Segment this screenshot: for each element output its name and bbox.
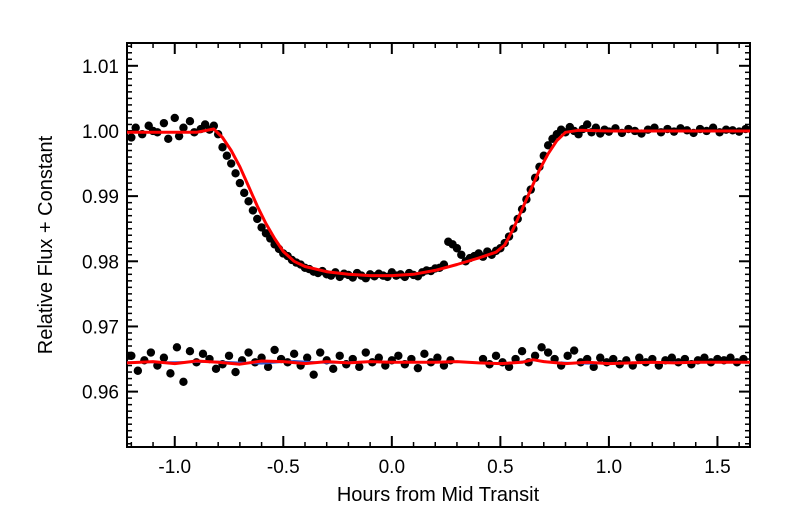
- data-point: [226, 159, 236, 168]
- data-point: [589, 362, 598, 372]
- data-point: [543, 141, 553, 150]
- data-point: [452, 244, 462, 253]
- data-point: [222, 151, 232, 160]
- data-point: [596, 353, 605, 362]
- data-point: [231, 367, 240, 377]
- data-point: [146, 348, 156, 357]
- x-tick-label: 1.5: [704, 457, 730, 478]
- data-point: [211, 364, 221, 374]
- data-point: [420, 349, 429, 359]
- x-tick-label: 0.5: [487, 457, 513, 478]
- data-point: [433, 353, 442, 362]
- data-point: [667, 353, 677, 362]
- data-point: [569, 346, 579, 355]
- data-point: [335, 351, 344, 360]
- plot-frame: [126, 42, 751, 448]
- data-point: [198, 349, 208, 359]
- x-tick-labels: -1.0 -0.5 0.0 0.5 1.0 1.5: [158, 457, 730, 478]
- data-point: [504, 362, 514, 372]
- x-tick-label: 0.0: [379, 457, 405, 478]
- data-point: [315, 348, 325, 357]
- y-tick-label: 0.98: [82, 252, 119, 273]
- data-point: [131, 123, 140, 132]
- light-curve-points: [127, 113, 750, 283]
- data-point: [253, 214, 262, 224]
- data-point: [537, 343, 546, 352]
- data-point: [478, 354, 488, 364]
- data-point: [355, 362, 364, 372]
- data-point: [170, 113, 179, 123]
- data-point: [133, 366, 143, 375]
- y-axis-title: Relative Flux + Constant: [35, 135, 57, 354]
- axis-ticks: [127, 43, 750, 447]
- data-point: [244, 348, 253, 357]
- data-point: [302, 353, 312, 362]
- data-point: [174, 131, 184, 141]
- x-tick-label: -0.5: [267, 457, 300, 478]
- data-point: [240, 188, 249, 198]
- data-point: [185, 116, 195, 126]
- x-tick-label: 1.0: [596, 457, 622, 478]
- y-tick-label: 0.99: [82, 187, 119, 208]
- data-point: [263, 362, 273, 372]
- data-point: [172, 343, 182, 352]
- data-point: [413, 363, 423, 373]
- data-point: [185, 347, 195, 356]
- data-point: [329, 364, 338, 374]
- x-tick-label: -1.0: [158, 457, 191, 478]
- data-point: [726, 353, 735, 362]
- data-point: [209, 121, 219, 130]
- x-axis-title: Hours from Mid Transit: [337, 484, 540, 506]
- y-tick-label: 1.00: [82, 122, 119, 143]
- data-point: [491, 351, 501, 360]
- data-point: [543, 348, 553, 357]
- data-point: [224, 351, 234, 360]
- data-point: [457, 250, 466, 259]
- data-point: [159, 353, 169, 362]
- residual-points: [127, 343, 748, 387]
- data-point: [563, 351, 572, 360]
- y-tick-labels: 0.96 0.97 0.98 0.99 1.00 1.01: [82, 57, 119, 404]
- residual-model-line: [126, 358, 750, 366]
- data-point: [248, 206, 258, 215]
- data-point: [166, 369, 175, 378]
- data-point: [700, 353, 709, 362]
- data-point: [289, 349, 299, 359]
- data-point: [309, 370, 318, 379]
- data-point: [179, 377, 188, 387]
- data-point: [530, 351, 540, 360]
- data-point: [231, 169, 240, 178]
- data-point: [164, 134, 173, 143]
- data-point: [270, 345, 279, 355]
- data-point: [517, 347, 527, 356]
- y-tick-label: 1.01: [82, 57, 119, 78]
- data-point: [394, 351, 403, 360]
- data-point: [179, 123, 188, 132]
- data-point: [159, 118, 169, 128]
- data-point: [635, 353, 644, 362]
- data-point: [127, 351, 136, 360]
- data-point: [127, 133, 136, 142]
- data-point: [244, 197, 253, 206]
- data-point: [609, 354, 618, 364]
- data-point: [361, 348, 370, 357]
- data-point: [235, 178, 245, 188]
- data-point: [218, 143, 227, 152]
- y-tick-label: 0.96: [82, 383, 119, 404]
- data-point: [257, 223, 266, 232]
- data-point: [374, 353, 384, 362]
- data-point: [582, 120, 592, 129]
- model-lines: [126, 127, 750, 366]
- y-tick-label: 0.97: [82, 317, 119, 338]
- transit-model-line: [127, 127, 750, 278]
